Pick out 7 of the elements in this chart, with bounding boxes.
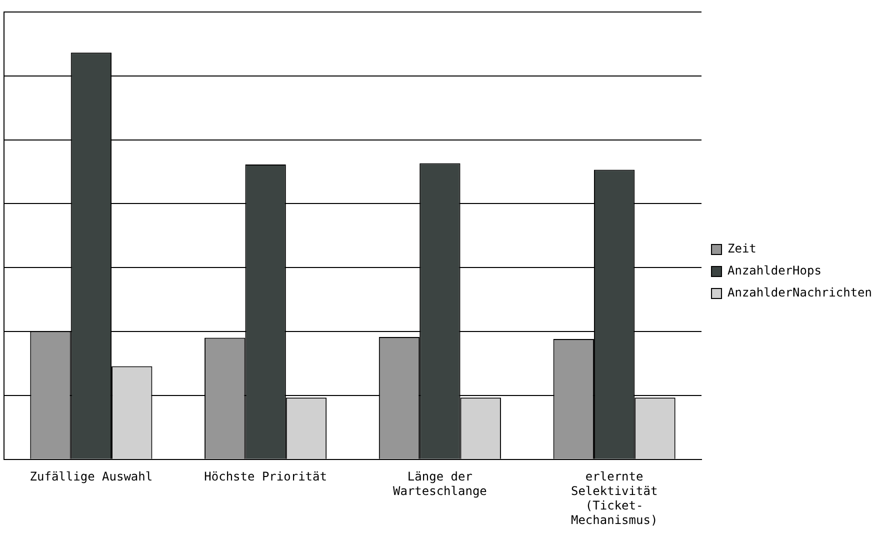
legend-label: AnzahlderNachrichten [728, 286, 872, 300]
x-tick-label: erlernte Selektivität (Ticket-Mechanismus) [570, 470, 658, 527]
legend-label: Zeit [728, 242, 756, 256]
x-tick-label: Zufällige Auswahl [30, 470, 153, 484]
legend-label: AnzahlderHops [728, 264, 822, 278]
x-tick-label: Länge der Warteschlange [392, 470, 487, 498]
x-tick-label: Höchste Priorität [204, 470, 327, 484]
